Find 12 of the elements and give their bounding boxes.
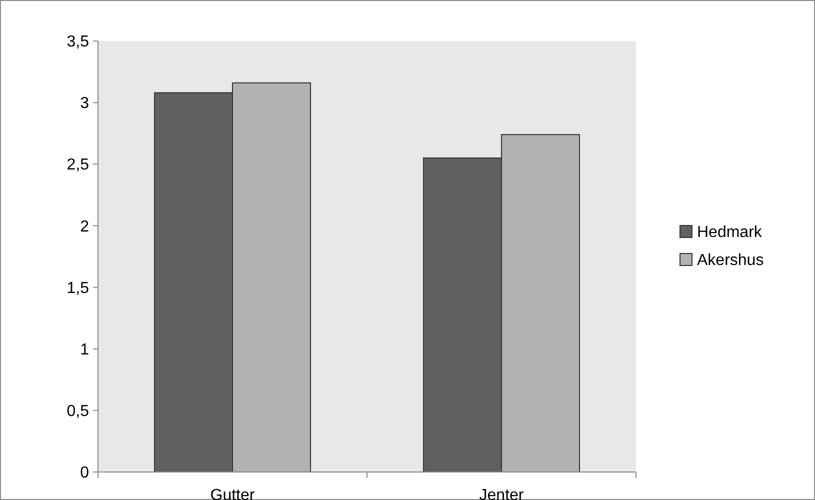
y-tick-label: 3 — [80, 95, 90, 112]
y-tick-label: 0 — [80, 464, 90, 482]
y-tick-label: 1,5 — [66, 280, 90, 297]
legend-label: Hedmark — [697, 224, 763, 242]
x-tick-label: Jenter — [479, 487, 524, 500]
y-tick-label: 0,5 — [66, 403, 90, 420]
x-tick-label: Gutter — [210, 487, 256, 500]
y-tick-label: 2 — [80, 218, 90, 236]
y-tick-label: 1 — [80, 341, 90, 358]
y-tick-label: 3,5 — [66, 34, 90, 51]
y-tick-label: 2,5 — [66, 156, 90, 174]
legend-label: Akershus — [697, 252, 764, 270]
